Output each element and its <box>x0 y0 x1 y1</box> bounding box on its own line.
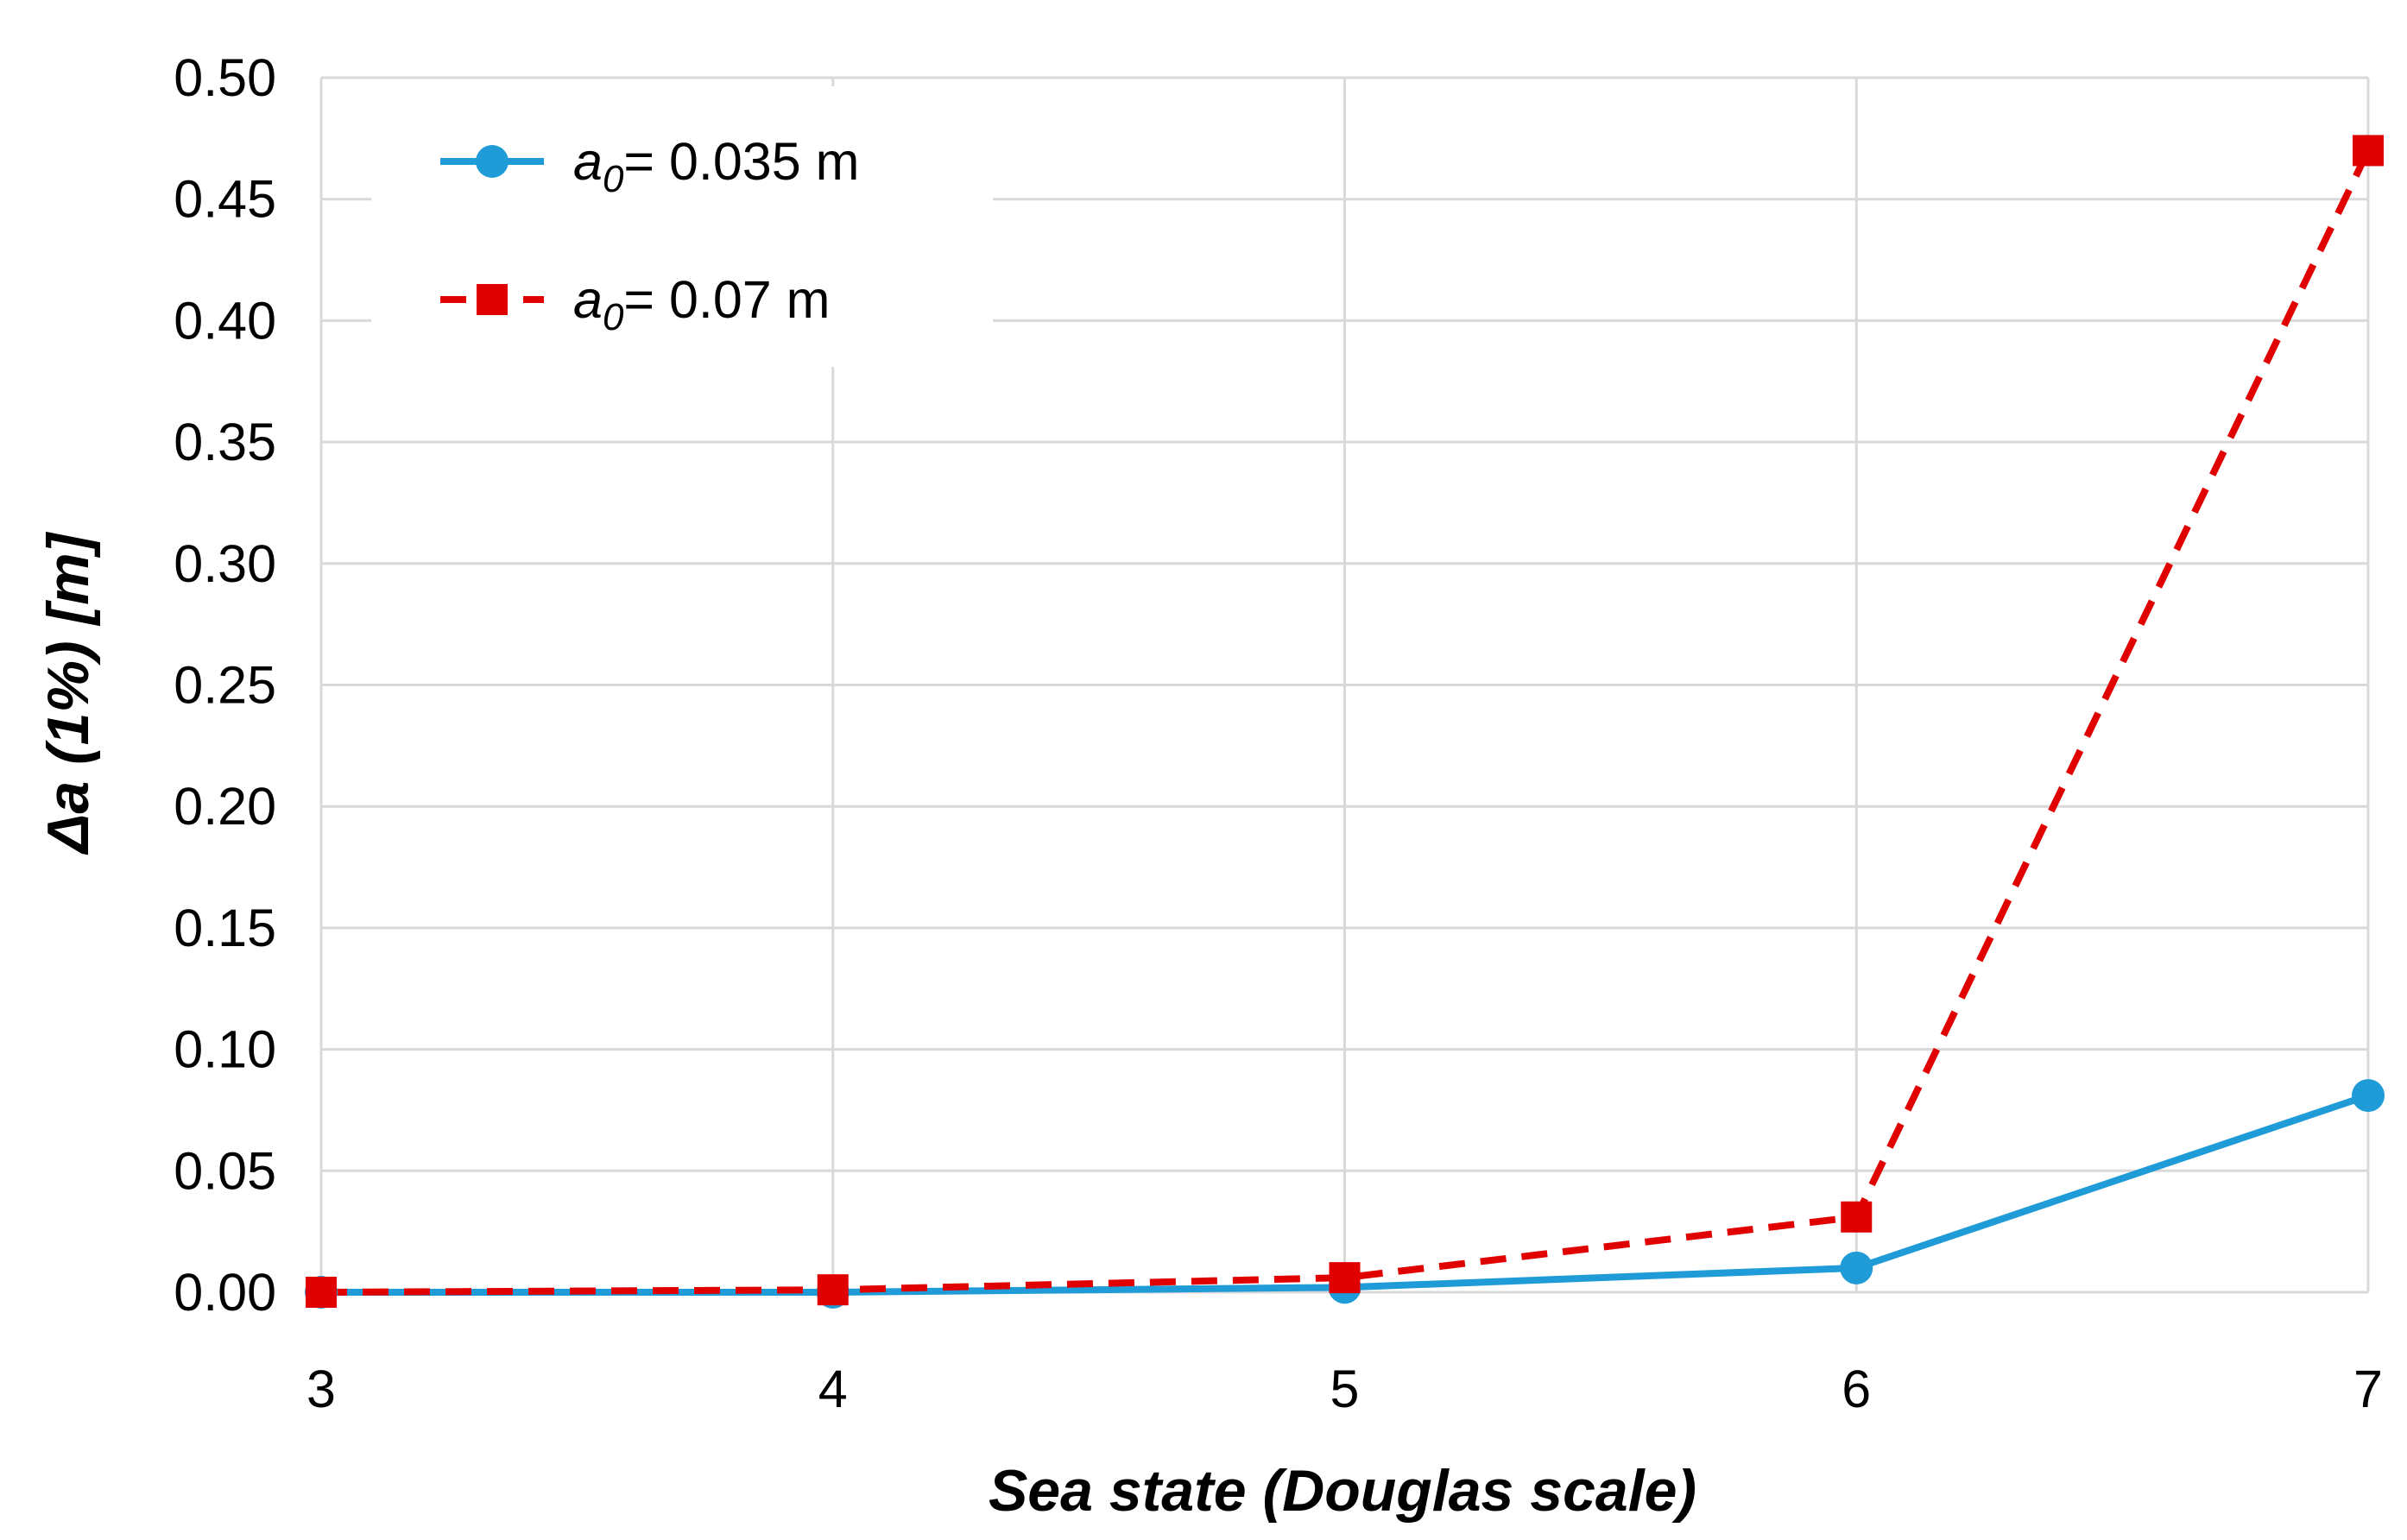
y-tick-label: 0.30 <box>174 534 276 593</box>
legend-label-series-1: a0= 0.035 m <box>573 132 859 200</box>
y-tick-label: 0.40 <box>174 291 276 350</box>
x-tick-label: 5 <box>1330 1360 1360 1418</box>
data-point-series-2 <box>2353 135 2384 167</box>
legend: a0= 0.035 m a0= 0.07 m <box>371 86 993 367</box>
y-tick-label: 0.20 <box>174 777 276 836</box>
y-tick-label: 0.45 <box>174 170 276 229</box>
legend-symbol-series-1: a <box>573 132 603 191</box>
legend-label-series-2: a0= 0.07 m <box>573 270 830 338</box>
legend-background <box>371 86 993 367</box>
legend-suffix-series-1: = 0.035 m <box>623 132 859 191</box>
y-tick-label: 0.15 <box>174 899 276 957</box>
y-tick-label: 0.35 <box>174 413 276 471</box>
x-tick-label: 4 <box>818 1360 848 1418</box>
y-tick-label: 0.05 <box>174 1141 276 1200</box>
legend-subscript-series-2: 0 <box>603 296 624 338</box>
legend-subscript-series-1: 0 <box>603 158 624 200</box>
x-tick-label: 3 <box>306 1360 336 1418</box>
x-tick-label: 6 <box>1842 1360 1871 1418</box>
gridlines <box>319 76 2370 1294</box>
y-tick-label: 0.25 <box>174 656 276 715</box>
legend-marker-series-1 <box>476 145 509 178</box>
legend-suffix-series-2: = 0.07 m <box>623 270 830 329</box>
data-point-series-2 <box>817 1274 849 1306</box>
x-axis-ticks: 3 4 5 6 7 <box>306 1360 2383 1418</box>
y-tick-label: 0.10 <box>174 1020 276 1079</box>
y-axis-title: Δa (1%) [m] <box>35 531 101 855</box>
data-point-series-2 <box>1841 1201 1873 1233</box>
y-tick-label: 0.50 <box>174 48 276 107</box>
series-layer <box>305 135 2385 1309</box>
x-axis-title: Sea state (Douglas scale) <box>989 1458 1696 1524</box>
legend-marker-series-2 <box>477 284 508 315</box>
data-point-series-1 <box>2352 1079 2385 1113</box>
legend-item-series-2: a0= 0.07 m <box>440 270 830 338</box>
x-tick-label: 7 <box>2353 1360 2383 1418</box>
data-point-series-1 <box>1840 1251 1873 1284</box>
data-point-series-2 <box>1329 1262 1361 1294</box>
y-axis-ticks: 0.00 0.05 0.10 0.15 0.20 0.25 0.30 0.35 0.40 0.45… <box>174 48 276 1322</box>
legend-item-series-1: a0= 0.035 m <box>440 132 859 200</box>
legend-symbol-series-2: a <box>573 270 603 329</box>
y-tick-label: 0.00 <box>174 1263 276 1322</box>
data-point-series-2 <box>306 1277 337 1308</box>
series-line-2 <box>320 148 2372 1296</box>
